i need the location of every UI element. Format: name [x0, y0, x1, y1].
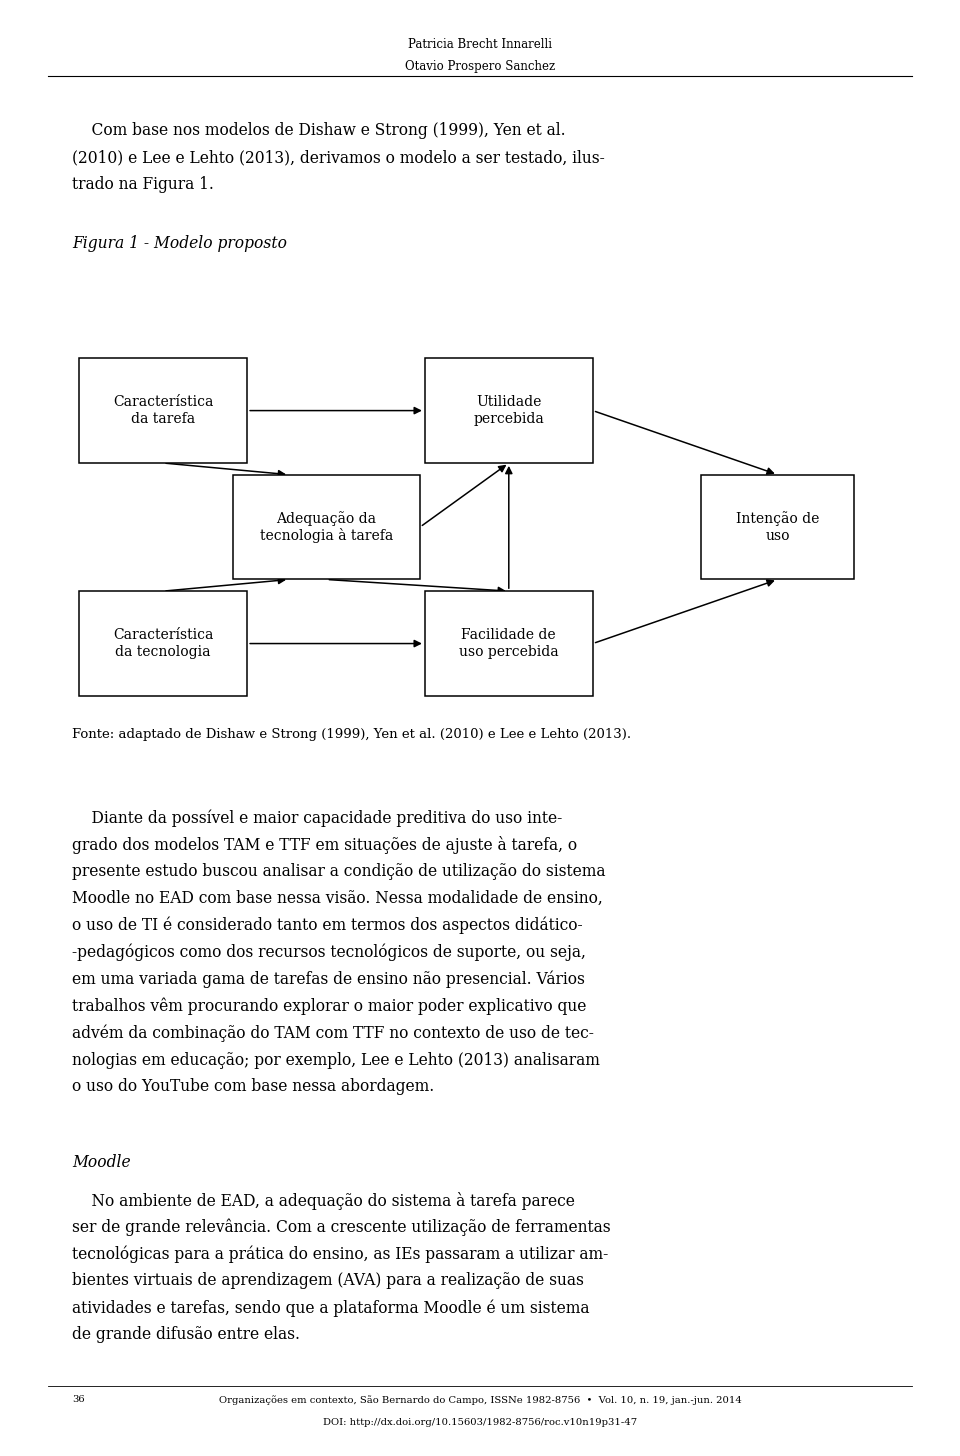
- Bar: [424, 591, 592, 696]
- Text: Adequação da
tecnologia à tarefa: Adequação da tecnologia à tarefa: [260, 511, 393, 543]
- Text: nologias em educação; por exemplo, Lee e Lehto (2013) analisaram: nologias em educação; por exemplo, Lee e…: [72, 1051, 600, 1069]
- Text: Intenção de
uso: Intenção de uso: [736, 511, 819, 543]
- Text: No ambiente de EAD, a adequação do sistema à tarefa parece: No ambiente de EAD, a adequação do siste…: [72, 1191, 575, 1210]
- Bar: [424, 358, 592, 463]
- Bar: [80, 591, 248, 696]
- Text: (2010) e Lee e Lehto (2013), derivamos o modelo a ser testado, ilus-: (2010) e Lee e Lehto (2013), derivamos o…: [72, 149, 605, 166]
- Text: o uso de TI é considerado tanto em termos dos aspectos didático-: o uso de TI é considerado tanto em termo…: [72, 917, 583, 935]
- Text: DOI: http://dx.doi.org/10.15603/1982-8756/roc.v10n19p31-47: DOI: http://dx.doi.org/10.15603/1982-875…: [323, 1418, 637, 1427]
- Text: Organizações em contexto, São Bernardo do Campo, ISSNe 1982-8756  •  Vol. 10, n.: Organizações em contexto, São Bernardo d…: [219, 1395, 741, 1405]
- Text: tecnológicas para a prática do ensino, as IEs passaram a utilizar am-: tecnológicas para a prática do ensino, a…: [72, 1245, 609, 1262]
- Text: o uso do YouTube com base nessa abordagem.: o uso do YouTube com base nessa abordage…: [72, 1079, 434, 1095]
- Text: advém da combinação do TAM com TTF no contexto de uso de tec-: advém da combinação do TAM com TTF no co…: [72, 1025, 594, 1042]
- Text: Utilidade
percebida: Utilidade percebida: [473, 396, 544, 425]
- Text: Fonte: adaptado de Dishaw e Strong (1999), Yen et al. (2010) e Lee e Lehto (2013: Fonte: adaptado de Dishaw e Strong (1999…: [72, 728, 631, 741]
- Text: Moodle no EAD com base nessa visão. Nessa modalidade de ensino,: Moodle no EAD com base nessa visão. Ness…: [72, 890, 603, 907]
- Bar: [80, 358, 248, 463]
- Text: trado na Figura 1.: trado na Figura 1.: [72, 176, 214, 194]
- Text: Característica
da tarefa: Característica da tarefa: [113, 396, 213, 425]
- Text: bientes virtuais de aprendizagem (AVA) para a realização de suas: bientes virtuais de aprendizagem (AVA) p…: [72, 1273, 584, 1290]
- Text: trabalhos vêm procurando explorar o maior poder explicativo que: trabalhos vêm procurando explorar o maio…: [72, 997, 587, 1015]
- Text: de grande difusão entre elas.: de grande difusão entre elas.: [72, 1326, 300, 1344]
- Text: atividades e tarefas, sendo que a plataforma Moodle é um sistema: atividades e tarefas, sendo que a plataf…: [72, 1299, 589, 1316]
- Bar: [701, 475, 854, 579]
- Text: ser de grande relevância. Com a crescente utilização de ferramentas: ser de grande relevância. Com a crescent…: [72, 1219, 611, 1236]
- Text: -pedagógicos como dos recursos tecnológicos de suporte, ou seja,: -pedagógicos como dos recursos tecnológi…: [72, 943, 586, 961]
- Text: Otavio Prospero Sanchez: Otavio Prospero Sanchez: [405, 60, 555, 73]
- Text: Diante da possível e maior capacidade preditiva do uso inte-: Diante da possível e maior capacidade pr…: [72, 810, 563, 827]
- Text: Com base nos modelos de Dishaw e Strong (1999), Yen et al.: Com base nos modelos de Dishaw e Strong …: [72, 122, 565, 140]
- Text: em uma variada gama de tarefas de ensino não presencial. Vários: em uma variada gama de tarefas de ensino…: [72, 971, 585, 989]
- Text: Moodle: Moodle: [72, 1155, 131, 1171]
- Text: Característica
da tecnologia: Característica da tecnologia: [113, 629, 213, 658]
- Text: Figura 1 - Modelo proposto: Figura 1 - Modelo proposto: [72, 236, 287, 252]
- Text: presente estudo buscou analisar a condição de utilização do sistema: presente estudo buscou analisar a condiç…: [72, 863, 606, 879]
- Text: Facilidade de
uso percebida: Facilidade de uso percebida: [459, 629, 559, 658]
- Bar: [233, 475, 420, 579]
- Text: 36: 36: [72, 1395, 84, 1404]
- Text: Patricia Brecht Innarelli: Patricia Brecht Innarelli: [408, 38, 552, 51]
- Text: grado dos modelos TAM e TTF em situações de ajuste à tarefa, o: grado dos modelos TAM e TTF em situações…: [72, 836, 577, 855]
